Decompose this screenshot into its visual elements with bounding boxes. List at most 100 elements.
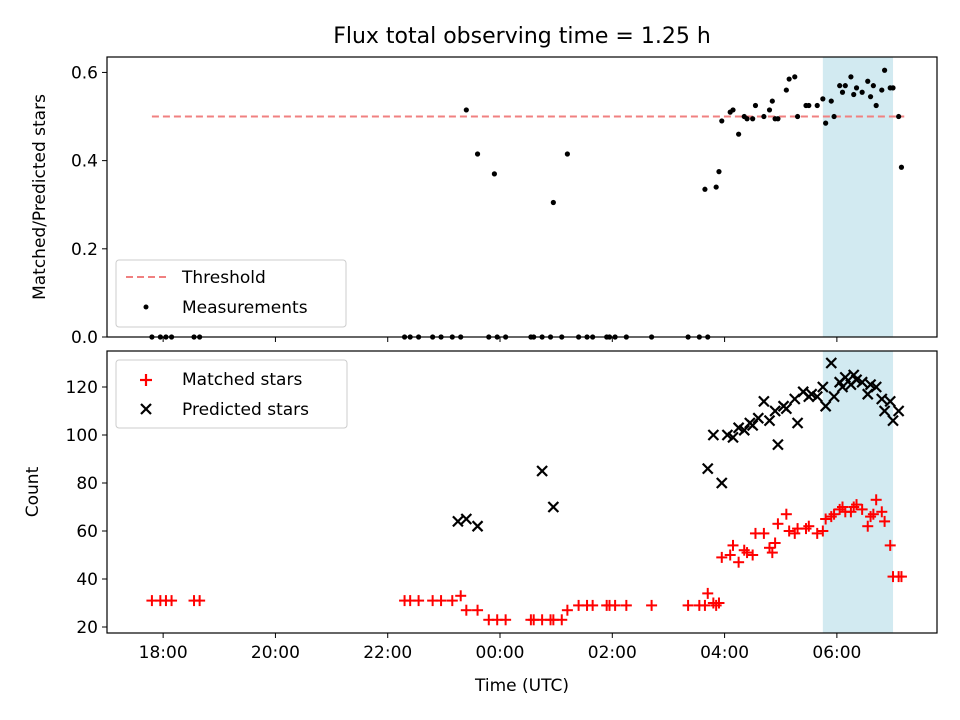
predicted-point (791, 417, 804, 429)
x-tick-label: 18:00 (139, 643, 188, 663)
predicted-point (856, 376, 868, 388)
predicted-point (752, 412, 765, 424)
matched-point (699, 599, 711, 611)
measurement-point (806, 102, 812, 109)
predicted-point (828, 390, 840, 403)
y-tick-label: 60 (76, 522, 98, 542)
legend-predicted-swatch (140, 403, 152, 415)
matched-point (811, 527, 823, 539)
measurement-point (783, 87, 789, 93)
predicted-point (758, 395, 770, 408)
predicted-point (746, 419, 759, 432)
measurement-point (752, 102, 759, 109)
measurement-point (898, 164, 905, 170)
predicted-point (884, 395, 896, 408)
predicted-point (547, 501, 560, 513)
predicted-point (772, 438, 784, 451)
measurement-point (550, 199, 556, 206)
matched-point (817, 525, 829, 537)
measurement-point (474, 151, 481, 157)
predicted-point (707, 429, 720, 441)
figure-title: Flux total observing time = 1.25 h (333, 24, 711, 49)
matched-point (769, 537, 781, 549)
measurement-point (842, 83, 848, 89)
predicted-point (460, 513, 473, 525)
matched-point (646, 599, 658, 611)
y-tick-label: 0.6 (71, 63, 98, 83)
top-y-ticks: 0.0 0.2 0.4 0.6 (71, 63, 107, 348)
predicted-point (817, 381, 829, 393)
measurement-point (713, 184, 719, 190)
measurement-point (719, 118, 725, 124)
legend-measurements-label: Measurements (182, 298, 308, 318)
measurement-point (823, 120, 829, 126)
y-tick-label: 80 (76, 474, 98, 494)
predicted-point (878, 405, 891, 417)
top-panel: 0.0 0.2 0.4 0.6 Matched/Predicted stars Thr… (30, 56, 938, 348)
matched-point (895, 571, 907, 583)
top-legend-box (115, 259, 347, 328)
matched-point (702, 587, 714, 599)
x-axis-label: Time (UTC) (474, 676, 569, 696)
matched-point (587, 599, 599, 611)
matched-point (446, 595, 458, 607)
bottom-highlight-band (822, 351, 894, 633)
matched-point (194, 595, 206, 607)
matched-point (682, 599, 694, 611)
matched-point (561, 604, 573, 616)
predicted-point (452, 515, 464, 528)
matched-point (862, 520, 874, 532)
matched-point (876, 506, 888, 518)
predicted-point (769, 405, 781, 417)
measurement-point (828, 98, 834, 104)
measurement-point (564, 151, 570, 157)
x-tick-label: 20:00 (251, 643, 300, 663)
predicted-point (839, 371, 852, 384)
bottom-y-label: Count (23, 466, 43, 517)
predicted-point (727, 431, 739, 444)
predicted-point (811, 390, 824, 403)
measurement-point (775, 116, 781, 122)
matched-point (455, 590, 467, 602)
measurement-point (750, 116, 756, 122)
measurement-point (792, 74, 798, 80)
measurement-point (881, 67, 888, 73)
y-tick-label: 0.2 (71, 240, 98, 260)
measurement-point (766, 107, 773, 113)
predicted-point (887, 414, 899, 427)
matched-point (620, 599, 632, 611)
matched-point (166, 595, 178, 607)
measurement-point (730, 107, 736, 113)
measurement-point (794, 113, 801, 120)
matched-point (758, 527, 770, 539)
legend-measurements-swatch (143, 304, 149, 310)
y-tick-label: 0.4 (71, 152, 98, 172)
predicted-point (892, 405, 905, 417)
measurement-point (744, 116, 750, 122)
bottom-panel: 20 40 60 80 100 120 18:00 20:00 22:00 00:00 02:00… (23, 350, 938, 696)
predicted-point (716, 477, 728, 489)
predicted-point (876, 393, 888, 405)
legend-predicted-label: Predicted stars (182, 400, 309, 420)
matched-point (716, 551, 728, 563)
predicted-point (536, 465, 548, 477)
measurement-point (870, 83, 876, 89)
matched-point (747, 549, 759, 561)
matched-point (803, 520, 815, 532)
y-tick-label: 120 (66, 378, 98, 398)
matched-point (724, 549, 736, 561)
measurement-point (463, 107, 469, 113)
measurement-point (865, 78, 871, 84)
bottom-axes-frame (106, 350, 938, 634)
x-tick-label: 06:00 (812, 643, 861, 663)
matched-point (413, 595, 425, 607)
top-y-label: Matched/Predicted stars (30, 94, 50, 300)
matched-point (733, 556, 745, 568)
predicted-point (763, 414, 776, 427)
predicted-point (471, 520, 484, 532)
measurement-point (851, 91, 857, 98)
predicted-point (819, 400, 832, 412)
x-tick-label: 04:00 (700, 643, 749, 663)
matched-point (609, 599, 621, 611)
bottom-legend-box (115, 359, 348, 429)
